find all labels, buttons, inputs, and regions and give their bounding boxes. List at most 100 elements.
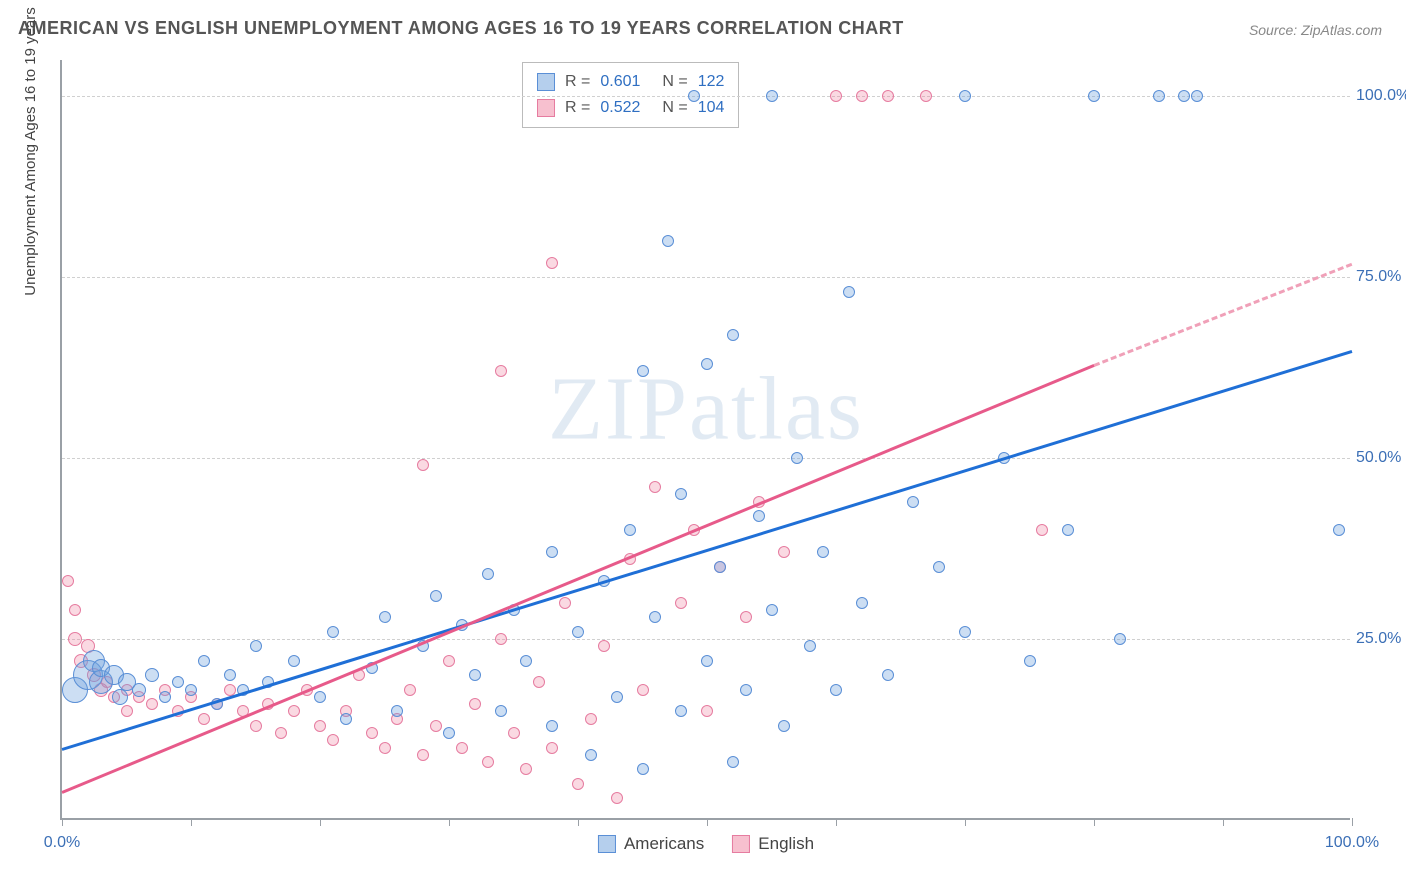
- data-point: [1062, 524, 1074, 536]
- data-point: [1333, 524, 1345, 536]
- data-point: [959, 626, 971, 638]
- data-point: [145, 668, 159, 682]
- legend-swatch: [598, 835, 616, 853]
- data-point: [404, 684, 416, 696]
- data-point: [791, 452, 803, 464]
- data-point: [817, 546, 829, 558]
- data-point: [314, 691, 326, 703]
- data-point: [714, 561, 726, 573]
- x-tick: [707, 818, 708, 826]
- data-point: [198, 713, 210, 725]
- data-point: [804, 640, 816, 652]
- data-point: [430, 590, 442, 602]
- trend-line: [61, 364, 1094, 794]
- data-point: [508, 727, 520, 739]
- data-point: [391, 705, 403, 717]
- legend-label: Americans: [624, 834, 704, 854]
- x-tick: [1223, 818, 1224, 826]
- data-point: [546, 742, 558, 754]
- watermark: ZIPatlas: [548, 357, 864, 460]
- data-point: [585, 749, 597, 761]
- stat-label: N =: [662, 95, 687, 121]
- data-point: [495, 705, 507, 717]
- x-tick: [965, 818, 966, 826]
- data-point: [611, 792, 623, 804]
- data-point: [649, 481, 661, 493]
- legend-item: Americans: [598, 834, 704, 854]
- y-tick-label: 50.0%: [1356, 449, 1406, 467]
- data-point: [778, 720, 790, 732]
- data-point: [1191, 90, 1203, 102]
- data-point: [198, 655, 210, 667]
- data-point: [469, 669, 481, 681]
- x-tick: [449, 818, 450, 826]
- data-point: [559, 597, 571, 609]
- data-point: [662, 235, 674, 247]
- data-point: [443, 655, 455, 667]
- series-legend: Americans English: [598, 834, 814, 854]
- data-point: [675, 705, 687, 717]
- stats-legend: R =0.601N =122R =0.522N =104: [522, 62, 739, 128]
- data-point: [882, 669, 894, 681]
- data-point: [546, 257, 558, 269]
- data-point: [250, 720, 262, 732]
- scatter-plot: ZIPatlas R =0.601N =122R =0.522N =104 Am…: [60, 60, 1350, 820]
- data-point: [327, 626, 339, 638]
- data-point: [766, 604, 778, 616]
- data-point: [482, 756, 494, 768]
- data-point: [1178, 90, 1190, 102]
- data-point: [482, 568, 494, 580]
- data-point: [572, 778, 584, 790]
- data-point: [185, 684, 197, 696]
- x-tick: [1352, 818, 1353, 826]
- data-point: [69, 604, 81, 616]
- data-point: [727, 329, 739, 341]
- stat-value: 0.522: [600, 95, 640, 121]
- data-point: [288, 705, 300, 717]
- data-point: [366, 727, 378, 739]
- data-point: [520, 763, 532, 775]
- data-point: [675, 597, 687, 609]
- data-point: [701, 705, 713, 717]
- stat-label: R =: [565, 95, 590, 121]
- data-point: [132, 683, 146, 697]
- data-point: [379, 611, 391, 623]
- data-point: [611, 691, 623, 703]
- y-tick-label: 75.0%: [1356, 268, 1406, 286]
- data-point: [1088, 90, 1100, 102]
- stat-label: N =: [662, 69, 687, 95]
- data-point: [533, 676, 545, 688]
- data-point: [624, 524, 636, 536]
- x-tick: [320, 818, 321, 826]
- data-point: [753, 510, 765, 522]
- data-point: [495, 633, 507, 645]
- legend-swatch: [537, 73, 555, 91]
- data-point: [830, 684, 842, 696]
- x-tick: [191, 818, 192, 826]
- legend-item: English: [732, 834, 814, 854]
- data-point: [146, 698, 158, 710]
- data-point: [856, 90, 868, 102]
- legend-swatch: [732, 835, 750, 853]
- data-point: [469, 698, 481, 710]
- x-tick: [1094, 818, 1095, 826]
- data-point: [856, 597, 868, 609]
- data-point: [159, 691, 171, 703]
- data-point: [959, 90, 971, 102]
- x-tick: [62, 818, 63, 826]
- data-point: [585, 713, 597, 725]
- data-point: [675, 488, 687, 500]
- data-point: [637, 684, 649, 696]
- data-point: [1153, 90, 1165, 102]
- data-point: [740, 684, 752, 696]
- data-point: [1114, 633, 1126, 645]
- data-point: [907, 496, 919, 508]
- y-tick-label: 25.0%: [1356, 630, 1406, 648]
- data-point: [598, 640, 610, 652]
- chart-title: AMERICAN VS ENGLISH UNEMPLOYMENT AMONG A…: [18, 18, 904, 39]
- data-point: [430, 720, 442, 732]
- gridline: [62, 458, 1350, 459]
- data-point: [327, 734, 339, 746]
- data-point: [314, 720, 326, 732]
- data-point: [172, 676, 184, 688]
